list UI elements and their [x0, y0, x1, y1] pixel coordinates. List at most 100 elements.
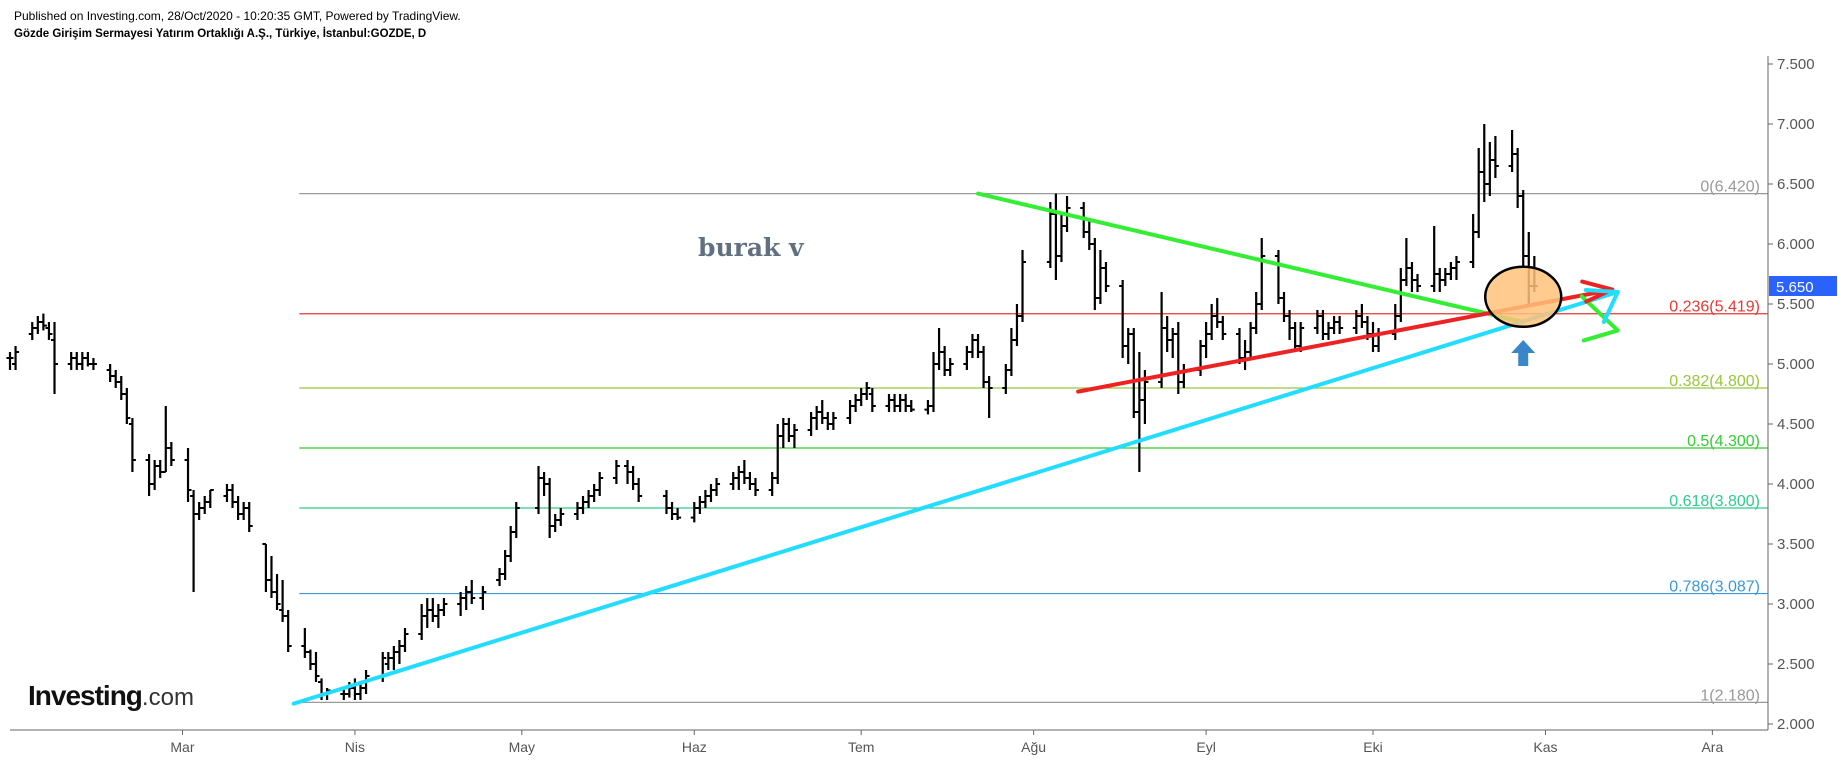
- highlight-circle: [1483, 265, 1563, 329]
- ohlc-bar: [1447, 262, 1455, 280]
- ohlc-bar: [551, 514, 559, 532]
- ohlc-bar: [1013, 304, 1021, 346]
- fib-level-label: 0.786(3.087): [1669, 579, 1760, 596]
- y-tick-label: 2.500: [1777, 656, 1815, 673]
- ohlc-bar: [1130, 328, 1138, 418]
- ohlc-bar: [924, 400, 932, 415]
- ohlc-bar: [67, 352, 75, 370]
- ohlc-bar: [440, 598, 448, 616]
- ohlc-bar: [462, 586, 470, 610]
- drawings: [291, 191, 1620, 706]
- ohlc-bar: [1213, 298, 1221, 328]
- ohlc-bar: [1508, 130, 1516, 172]
- y-tick-label: 7.000: [1777, 116, 1815, 133]
- ohlc-bar: [418, 604, 426, 640]
- investing-logo: Investing.com: [28, 680, 194, 711]
- x-tick-label: Haz: [682, 739, 707, 755]
- ohlc-bar: [6, 352, 14, 370]
- ohlc-bar: [468, 580, 476, 604]
- ohlc-bar: [190, 490, 198, 592]
- trendline-cyan: [291, 290, 1620, 706]
- ohlc-bar: [45, 322, 53, 340]
- ohlc-bar: [674, 508, 682, 520]
- ohlc-bar: [868, 388, 876, 412]
- ohlc-bar: [1096, 250, 1104, 304]
- ohlc-bar: [301, 628, 309, 658]
- ohlc-bar: [1091, 238, 1099, 310]
- ohlc-bar: [891, 394, 899, 412]
- ohlc-bars: [6, 124, 1538, 700]
- ohlc-bar: [1486, 142, 1494, 196]
- ohlc-bar: [863, 382, 871, 400]
- ohlc-bar: [629, 466, 637, 490]
- ohlc-bar: [690, 502, 698, 523]
- ohlc-bar: [206, 489, 214, 508]
- ohlc-bar: [306, 649, 314, 670]
- ohlc-bar: [12, 346, 20, 370]
- ohlc-bar: [1469, 214, 1477, 268]
- ohlc-bar: [1274, 250, 1282, 304]
- y-tick-label: 2.000: [1777, 716, 1815, 733]
- ohlc-bar: [351, 678, 359, 700]
- fib-level-label: 0.236(5.419): [1669, 299, 1760, 316]
- ohlc-bar: [1491, 136, 1499, 178]
- ohlc-bar: [501, 550, 509, 580]
- ohlc-bar: [112, 370, 120, 388]
- ohlc-bar: [73, 352, 81, 370]
- ohlc-bar: [1286, 310, 1294, 340]
- ohlc-bar: [401, 628, 409, 652]
- fib-level-label: 0(6.420): [1700, 179, 1760, 196]
- last-price-label: 5.650: [1776, 279, 1814, 296]
- ohlc-bar: [696, 496, 704, 514]
- ohlc-bar: [1402, 238, 1410, 286]
- ohlc-bar: [223, 484, 231, 502]
- ohlc-bar: [184, 448, 192, 502]
- ohlc-bar: [1007, 328, 1015, 376]
- ohlc-bar: [512, 502, 520, 538]
- ohlc-bar: [1358, 304, 1366, 328]
- ohlc-bar: [635, 478, 643, 502]
- ohlc-bar: [557, 508, 565, 526]
- ohlc-bar: [668, 502, 676, 520]
- ohlc-bar: [662, 490, 670, 514]
- ohlc-bar: [735, 466, 743, 490]
- ohlc-bar: [1241, 340, 1249, 370]
- y-tick-label: 4.000: [1777, 476, 1815, 493]
- ohlc-bar: [234, 496, 242, 520]
- ohlc-bar: [707, 484, 715, 502]
- ohlc-bar: [1375, 328, 1383, 352]
- ohlc-bar: [930, 352, 938, 412]
- ohlc-bar: [813, 406, 821, 430]
- ohlc-bar: [1163, 316, 1171, 352]
- ohlc-bar: [1169, 328, 1177, 358]
- ohlc-bar: [941, 346, 949, 376]
- fib-level-label: 1(2.180): [1700, 687, 1760, 704]
- ohlc-bar: [573, 502, 581, 520]
- ohlc-bar: [1135, 352, 1143, 472]
- ohlc-bar: [384, 652, 392, 670]
- ohlc-bar: [852, 394, 860, 412]
- ohlc-bar: [1414, 274, 1422, 292]
- ohlc-bar: [1219, 316, 1227, 340]
- ohlc-bar: [106, 364, 114, 382]
- ohlc-bar: [585, 490, 593, 508]
- ohlc-bar: [807, 412, 815, 436]
- ohlc-bar: [34, 316, 42, 334]
- ohlc-bar: [423, 598, 431, 628]
- ohlc-bar: [1258, 238, 1266, 310]
- x-tick-label: Ara: [1701, 739, 1723, 755]
- ohlc-bar: [262, 543, 270, 592]
- ohlc-bar: [729, 472, 737, 490]
- ohlc-bar: [273, 574, 281, 610]
- ohlc-bar: [985, 376, 993, 418]
- ohlc-bar: [390, 646, 398, 670]
- ohlc-bar: [1085, 220, 1093, 250]
- ohlc-bar: [496, 568, 504, 586]
- ohlc-bar: [1102, 262, 1110, 292]
- ohlc-bar: [39, 313, 47, 331]
- pointer-arrow: [1511, 340, 1536, 366]
- ohlc-bar: [1391, 304, 1399, 340]
- ohlc-bar: [535, 466, 543, 514]
- ohlc-bar: [935, 328, 943, 370]
